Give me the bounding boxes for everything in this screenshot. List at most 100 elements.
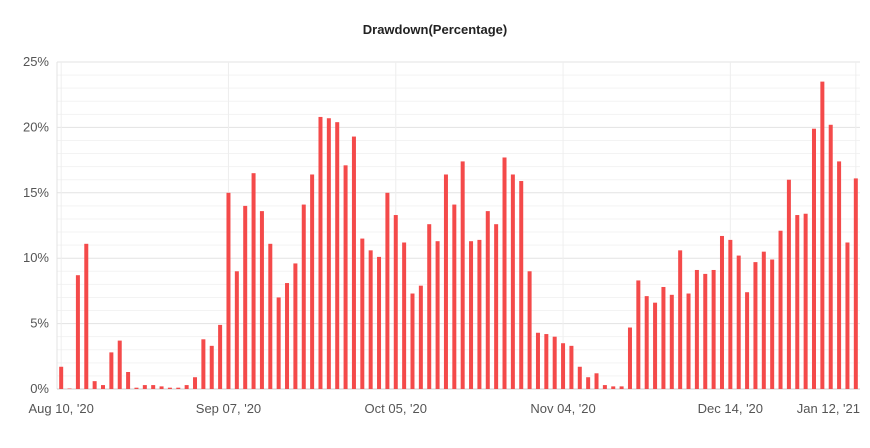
bar[interactable] <box>561 343 566 389</box>
bar[interactable] <box>251 173 256 389</box>
bar[interactable] <box>67 388 72 390</box>
bar[interactable] <box>527 271 532 389</box>
bar[interactable] <box>418 285 423 389</box>
bar[interactable] <box>770 259 775 389</box>
bar[interactable] <box>828 124 833 389</box>
bar[interactable] <box>268 243 273 389</box>
bar[interactable] <box>644 296 649 389</box>
bar[interactable] <box>117 340 122 389</box>
bar[interactable] <box>184 385 189 389</box>
bar[interactable] <box>368 250 373 389</box>
bar[interactable] <box>276 297 281 389</box>
bar[interactable] <box>619 386 624 389</box>
bar[interactable] <box>393 215 398 389</box>
bar[interactable] <box>310 174 315 389</box>
bar[interactable] <box>661 286 666 389</box>
bar[interactable] <box>853 178 858 389</box>
bar[interactable] <box>460 161 465 389</box>
bar[interactable] <box>811 128 816 389</box>
bar[interactable] <box>243 205 248 389</box>
bar[interactable] <box>167 387 172 389</box>
bar[interactable] <box>293 263 298 389</box>
bar[interactable] <box>234 271 239 389</box>
bar[interactable] <box>209 345 214 389</box>
bar[interactable] <box>485 211 490 389</box>
bar[interactable] <box>427 224 432 389</box>
bar[interactable] <box>109 352 114 389</box>
bar[interactable] <box>544 334 549 389</box>
bar[interactable] <box>201 339 206 389</box>
bar[interactable] <box>360 238 365 389</box>
bar[interactable] <box>845 242 850 390</box>
bar[interactable] <box>837 161 842 389</box>
bar[interactable] <box>594 373 599 389</box>
bar[interactable] <box>259 211 264 389</box>
bar[interactable] <box>176 387 181 389</box>
bar[interactable] <box>343 165 348 389</box>
bar[interactable] <box>703 273 708 389</box>
bar[interactable] <box>803 213 808 389</box>
bar[interactable] <box>719 235 724 389</box>
bar[interactable] <box>142 385 147 389</box>
bar[interactable] <box>84 243 89 389</box>
bar[interactable] <box>636 280 641 389</box>
bar[interactable] <box>786 179 791 389</box>
bar[interactable] <box>502 157 507 389</box>
bar[interactable] <box>694 269 699 389</box>
bar[interactable] <box>577 366 582 389</box>
bar[interactable] <box>728 239 733 389</box>
bar[interactable] <box>795 215 800 389</box>
bar[interactable] <box>151 385 156 389</box>
bar[interactable] <box>301 204 306 389</box>
bar[interactable] <box>611 386 616 389</box>
x-tick-label: Aug 10, '20 <box>28 401 93 416</box>
bar[interactable] <box>552 336 557 389</box>
bar[interactable] <box>627 327 632 389</box>
bar[interactable] <box>377 256 382 389</box>
bar[interactable] <box>101 385 106 389</box>
bar[interactable] <box>443 174 448 389</box>
bar[interactable] <box>218 324 223 389</box>
bar[interactable] <box>193 377 198 389</box>
bar[interactable] <box>686 293 691 389</box>
bar[interactable] <box>159 386 164 389</box>
bar[interactable] <box>226 192 231 389</box>
y-tick-label: 0% <box>30 381 49 396</box>
bar[interactable] <box>678 250 683 389</box>
bar[interactable] <box>569 345 574 389</box>
bar[interactable] <box>669 294 674 389</box>
bar[interactable] <box>452 204 457 389</box>
bar[interactable] <box>820 81 825 390</box>
y-tick-label: 25% <box>23 54 49 69</box>
bar[interactable] <box>351 136 356 389</box>
bar[interactable] <box>477 239 482 389</box>
bar[interactable] <box>602 385 607 389</box>
bar[interactable] <box>326 118 331 390</box>
bar[interactable] <box>519 181 524 389</box>
bar[interactable] <box>402 242 407 390</box>
bar[interactable] <box>494 224 499 389</box>
bar[interactable] <box>335 122 340 390</box>
bar[interactable] <box>126 372 131 389</box>
bar[interactable] <box>92 381 97 389</box>
bar[interactable] <box>736 255 741 389</box>
bar[interactable] <box>753 262 758 389</box>
bar[interactable] <box>535 332 540 389</box>
bar[interactable] <box>134 387 139 389</box>
bar[interactable] <box>410 293 415 389</box>
bar[interactable] <box>653 302 658 389</box>
bar[interactable] <box>385 192 390 389</box>
bar[interactable] <box>510 174 515 389</box>
bar[interactable] <box>745 292 750 389</box>
x-tick-label: Jan 12, '21 <box>797 401 860 416</box>
bar[interactable] <box>435 241 440 389</box>
bar[interactable] <box>285 283 290 389</box>
bar[interactable] <box>778 230 783 389</box>
bar[interactable] <box>469 241 474 389</box>
bar[interactable] <box>75 275 80 389</box>
bar[interactable] <box>761 251 766 389</box>
bar[interactable] <box>711 269 716 389</box>
bar[interactable] <box>59 366 64 389</box>
bar[interactable] <box>586 377 591 389</box>
bar[interactable] <box>318 116 323 389</box>
